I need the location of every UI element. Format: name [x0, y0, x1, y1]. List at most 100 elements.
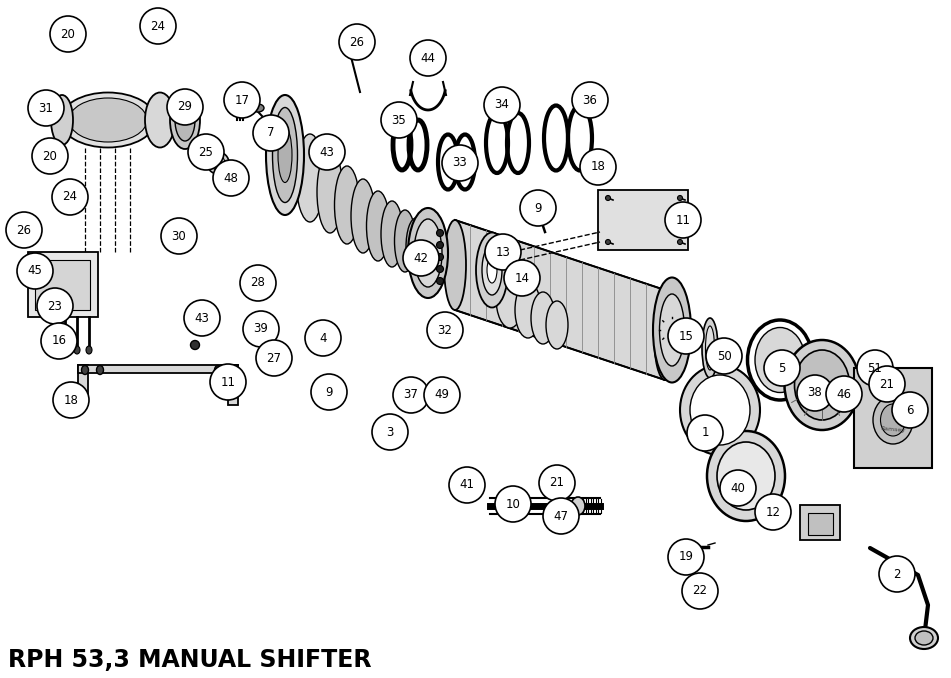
- Circle shape: [161, 218, 197, 254]
- Circle shape: [665, 202, 701, 238]
- Ellipse shape: [351, 179, 375, 253]
- Circle shape: [309, 134, 345, 170]
- Circle shape: [427, 312, 463, 348]
- Ellipse shape: [444, 220, 466, 310]
- Ellipse shape: [515, 282, 541, 338]
- Ellipse shape: [654, 290, 676, 380]
- Ellipse shape: [61, 92, 156, 148]
- Circle shape: [256, 340, 292, 376]
- Text: 21: 21: [550, 477, 565, 490]
- Text: 27: 27: [266, 351, 281, 365]
- Bar: [808, 513, 833, 535]
- Text: 13: 13: [495, 245, 511, 258]
- Text: 40: 40: [730, 481, 746, 494]
- Text: 22: 22: [692, 584, 708, 597]
- Circle shape: [857, 350, 893, 386]
- Circle shape: [572, 82, 608, 118]
- Ellipse shape: [145, 92, 175, 148]
- Circle shape: [668, 318, 704, 354]
- Ellipse shape: [482, 245, 502, 295]
- Ellipse shape: [211, 156, 225, 170]
- Text: 41: 41: [459, 479, 475, 492]
- Ellipse shape: [677, 195, 683, 201]
- Text: 30: 30: [171, 229, 186, 243]
- Text: 34: 34: [495, 98, 510, 111]
- Ellipse shape: [755, 327, 805, 393]
- Text: 19: 19: [678, 551, 693, 563]
- Text: 1: 1: [701, 426, 708, 439]
- Text: 43: 43: [195, 311, 209, 325]
- Text: 10: 10: [506, 498, 520, 511]
- Ellipse shape: [531, 292, 555, 344]
- Circle shape: [381, 102, 417, 138]
- Text: RPH 53,3 MANUAL SHIFTER: RPH 53,3 MANUAL SHIFTER: [8, 648, 372, 672]
- Circle shape: [449, 467, 485, 503]
- Text: 12: 12: [766, 506, 781, 519]
- Bar: [78, 365, 88, 405]
- Text: 36: 36: [583, 94, 597, 106]
- Text: 42: 42: [414, 252, 429, 264]
- Ellipse shape: [690, 375, 750, 445]
- Circle shape: [184, 300, 220, 336]
- Text: 24: 24: [150, 20, 165, 33]
- Text: 18: 18: [591, 161, 606, 174]
- Bar: [28, 252, 98, 317]
- Circle shape: [410, 40, 446, 76]
- Text: 3: 3: [386, 426, 394, 439]
- Circle shape: [403, 240, 439, 276]
- Ellipse shape: [273, 108, 298, 203]
- Ellipse shape: [202, 313, 210, 323]
- Text: 25: 25: [199, 146, 213, 159]
- Ellipse shape: [414, 219, 442, 287]
- Ellipse shape: [571, 497, 585, 515]
- Text: 49: 49: [435, 388, 450, 401]
- Circle shape: [668, 539, 704, 575]
- Text: 21: 21: [880, 378, 895, 391]
- Circle shape: [879, 556, 915, 592]
- Circle shape: [869, 366, 905, 402]
- Ellipse shape: [69, 98, 147, 142]
- Text: 29: 29: [178, 100, 192, 113]
- Ellipse shape: [366, 191, 390, 261]
- Ellipse shape: [278, 127, 292, 182]
- Circle shape: [393, 377, 429, 413]
- Circle shape: [167, 89, 203, 125]
- Ellipse shape: [606, 239, 611, 245]
- Circle shape: [687, 415, 723, 451]
- Text: 51: 51: [867, 361, 883, 374]
- Circle shape: [52, 179, 88, 215]
- Text: Ramsey: Ramsey: [881, 426, 905, 433]
- Circle shape: [243, 311, 279, 347]
- Text: 6: 6: [906, 403, 914, 416]
- Ellipse shape: [702, 318, 718, 378]
- Ellipse shape: [707, 431, 785, 521]
- Text: 11: 11: [221, 376, 236, 388]
- Circle shape: [50, 16, 86, 52]
- Text: 39: 39: [254, 323, 268, 336]
- Text: 4: 4: [320, 332, 327, 344]
- Ellipse shape: [706, 326, 714, 370]
- Circle shape: [764, 350, 800, 386]
- Text: 38: 38: [807, 386, 823, 399]
- Ellipse shape: [606, 195, 611, 201]
- Text: 14: 14: [514, 271, 530, 285]
- Ellipse shape: [252, 104, 264, 112]
- Circle shape: [140, 8, 176, 44]
- Ellipse shape: [170, 91, 200, 149]
- Circle shape: [32, 138, 68, 174]
- Ellipse shape: [717, 442, 775, 510]
- Circle shape: [580, 149, 616, 185]
- Text: 31: 31: [39, 102, 53, 115]
- Text: 17: 17: [235, 94, 249, 106]
- Ellipse shape: [62, 346, 68, 354]
- Circle shape: [253, 115, 289, 151]
- Text: 46: 46: [837, 388, 851, 401]
- Circle shape: [311, 374, 347, 410]
- Ellipse shape: [915, 631, 933, 645]
- Ellipse shape: [785, 340, 860, 430]
- Text: 5: 5: [778, 361, 786, 374]
- Ellipse shape: [677, 239, 683, 245]
- Text: 48: 48: [223, 172, 239, 184]
- Bar: [854, 368, 932, 468]
- Ellipse shape: [546, 301, 568, 349]
